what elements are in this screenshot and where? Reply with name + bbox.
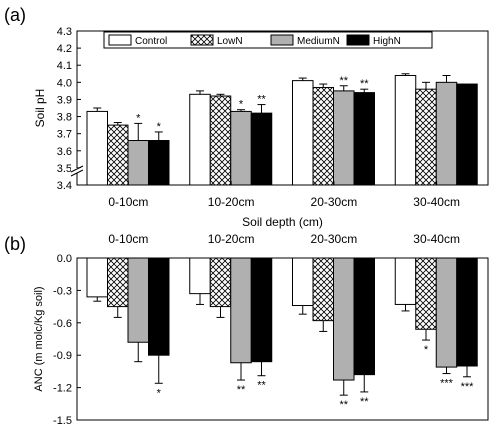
significance-mark-b: ***: [461, 381, 475, 393]
y-axis-label-a: Soil pH: [33, 89, 47, 128]
bar-b: [250, 257, 273, 363]
y-tick-label-b: -0.3: [53, 285, 72, 297]
significance-mark-b: **: [237, 384, 246, 396]
legend-swatch: [270, 34, 294, 46]
bar-b: [189, 257, 211, 295]
y-tick-label-a: 3.9: [57, 94, 72, 106]
bar-a: [209, 95, 232, 186]
y-tick-label-b: -0.6: [53, 318, 72, 330]
legend-swatch: [346, 34, 370, 46]
axis-break-line: [70, 165, 84, 173]
panel-a-label: (a): [4, 5, 26, 25]
x-axis-label-a: Soil depth (cm): [242, 215, 323, 229]
chart-b: 0.0-0.3-0.6-0.9-1.2-1.5****************0…: [33, 232, 489, 425]
legend-label: Control: [135, 36, 167, 47]
bar-b: [148, 257, 170, 356]
significance-mark-b: **: [339, 399, 348, 411]
significance-mark-a: **: [360, 78, 369, 90]
legend-swatch: [190, 34, 214, 46]
bar-b: [292, 257, 314, 307]
bar-b: [353, 257, 375, 376]
bar-a: [86, 110, 108, 186]
panel-b-label: (b): [4, 234, 26, 254]
x-tick-label-a: 30-40cm: [413, 195, 460, 209]
significance-mark-b: *: [424, 344, 429, 356]
bar-a: [250, 112, 273, 186]
y-tick-label-b: 0.0: [57, 253, 72, 265]
bar-b: [107, 257, 129, 308]
bar-b: [456, 257, 478, 367]
y-tick-label-a: 4.0: [57, 77, 72, 89]
bar-b: [394, 257, 417, 305]
legend-label: LowN: [217, 36, 243, 47]
x-tick-label-a: 0-10cm: [108, 195, 148, 209]
x-tick-label-b: 30-40cm: [413, 232, 460, 246]
plot-frame-b: [76, 257, 489, 421]
legend-label: HighN: [373, 36, 401, 47]
bar-a: [415, 88, 437, 186]
bar-b: [127, 257, 149, 343]
bar-a: [107, 124, 129, 186]
y-tick-label-a: 4.2: [57, 43, 72, 55]
bar-b: [435, 257, 458, 368]
bar-b: [415, 257, 437, 330]
chart-a: 3.43.53.63.73.83.94.04.14.24.3*********0…: [33, 26, 489, 229]
y-tick-label-b: -0.9: [53, 350, 72, 362]
x-tick-label-a: 10-20cm: [208, 195, 255, 209]
significance-mark-b: **: [360, 396, 369, 408]
y-tick-label-b: -1.2: [53, 383, 72, 395]
significance-mark-b: ***: [440, 378, 454, 390]
significance-mark-a: *: [157, 121, 162, 133]
significance-mark-a: **: [339, 75, 348, 87]
x-tick-label-a: 20-30cm: [311, 195, 358, 209]
bar-a: [353, 92, 375, 186]
bar-b: [86, 257, 108, 298]
bar-b: [333, 257, 355, 381]
bar-a: [292, 80, 314, 186]
bar-b: [312, 257, 334, 322]
bar-a: [394, 74, 417, 186]
y-tick-label-a: 3.6: [57, 146, 72, 158]
y-tick-label-a: 3.8: [57, 112, 72, 124]
legend-swatch: [108, 34, 132, 46]
y-tick-label-a: 3.4: [57, 180, 72, 192]
significance-mark-a: *: [239, 99, 244, 111]
legend-label: MediumN: [297, 36, 340, 47]
y-axis-label-b: ANC (m molc/Kg soil): [33, 286, 45, 391]
significance-mark-a: *: [136, 112, 141, 124]
y-tick-label-b: -1.5: [53, 415, 72, 425]
bar-b: [230, 257, 252, 364]
axis-break-gap: [71, 168, 83, 173]
bar-a: [312, 86, 334, 186]
axis-break-line: [70, 169, 84, 177]
plot-frame-a: [76, 30, 489, 186]
x-tick-label-b: 10-20cm: [208, 232, 255, 246]
y-tick-label-a: 3.7: [57, 129, 72, 141]
bar-a: [230, 110, 252, 186]
y-tick-label-a: 4.3: [57, 26, 72, 38]
bar-b: [209, 257, 232, 308]
significance-mark-a: **: [257, 94, 266, 106]
bar-a: [148, 140, 170, 186]
bar-a: [456, 83, 478, 186]
y-tick-label-a: 3.5: [57, 163, 72, 175]
bar-a: [435, 81, 458, 186]
bar-a: [127, 140, 149, 186]
significance-mark-b: **: [257, 380, 266, 392]
x-tick-label-b: 20-30cm: [311, 232, 358, 246]
significance-mark-b: *: [157, 387, 162, 399]
legend: Control LowN MediumN HighN: [103, 31, 433, 49]
bar-a: [189, 93, 211, 186]
y-tick-label-a: 4.1: [57, 60, 72, 72]
x-tick-label-b: 0-10cm: [108, 232, 148, 246]
bar-a: [333, 90, 355, 186]
